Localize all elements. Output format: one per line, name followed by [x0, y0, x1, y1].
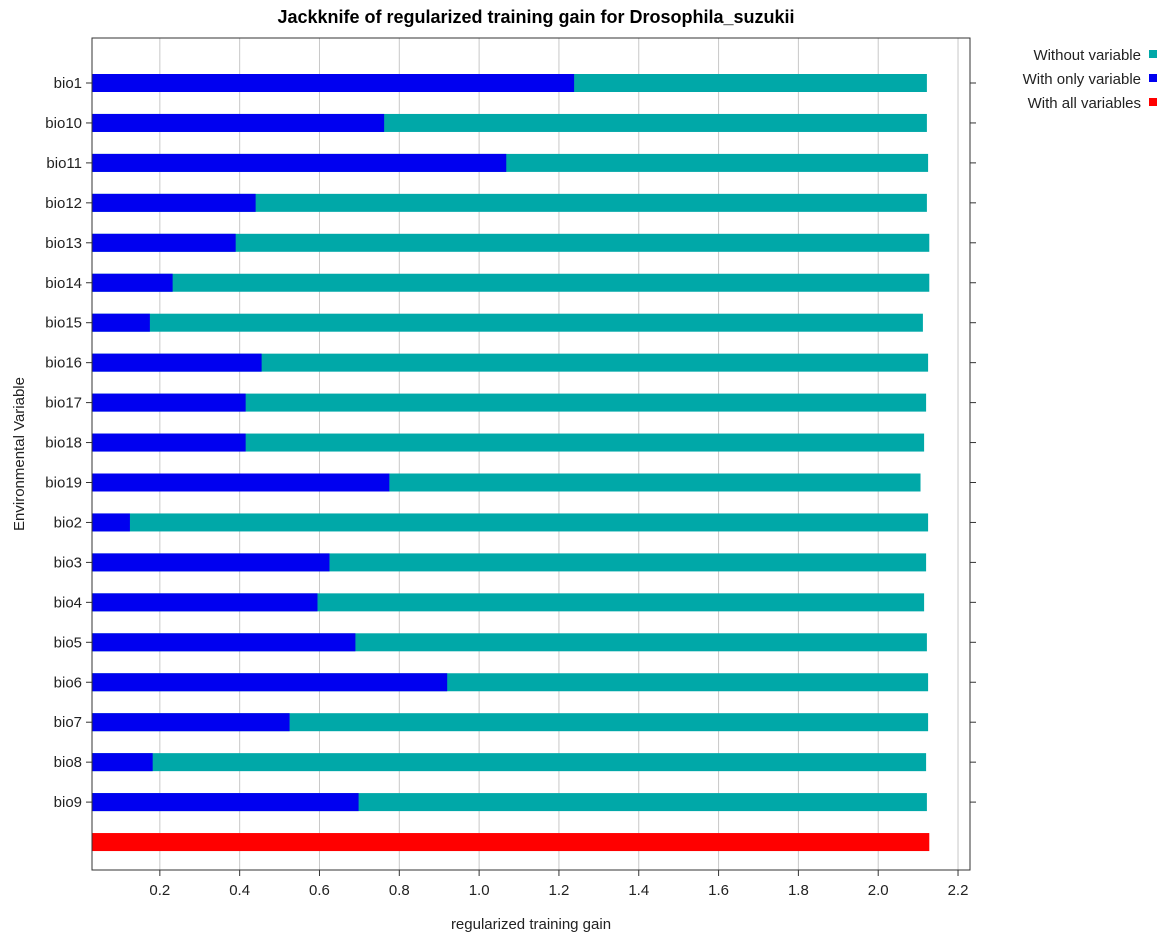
bar-with-only-bio2 [92, 513, 130, 532]
x-axis-title: regularized training gain [451, 916, 611, 933]
bar-without-bio8 [92, 753, 927, 772]
bar-with-only-bio16 [92, 353, 262, 372]
legend-swatch-0 [1149, 50, 1157, 58]
legend-swatch-2 [1149, 98, 1157, 106]
bar-with-only-bio4 [92, 593, 318, 612]
x-tick-label-9: 2.0 [868, 882, 889, 899]
y-tick-label-bio2: bio2 [54, 514, 82, 531]
x-tick-label-2: 0.6 [309, 882, 330, 899]
bar-with-only-bio10 [92, 113, 385, 132]
y-tick-label-bio5: bio5 [54, 634, 82, 651]
x-tick-label-0: 0.2 [149, 882, 170, 899]
y-tick-label-bio18: bio18 [45, 435, 82, 452]
y-tick-label-bio1: bio1 [54, 75, 82, 92]
bar-without-bio13 [92, 233, 930, 252]
y-tick-label-bio16: bio16 [45, 355, 82, 372]
y-tick-label-bio15: bio15 [45, 315, 82, 332]
y-tick-label-bio8: bio8 [54, 754, 82, 771]
x-tick-label-3: 0.8 [389, 882, 410, 899]
x-tick-label-7: 1.6 [708, 882, 729, 899]
bar-with-only-bio15 [92, 313, 150, 332]
y-axis-title: Environmental Variable [11, 377, 28, 531]
bar-with-only-bio6 [92, 673, 448, 692]
x-tick-label-1: 0.4 [229, 882, 250, 899]
legend: Without variable With only variable With a… [1023, 47, 1157, 112]
y-tick-label-bio13: bio13 [45, 235, 82, 252]
bar-with-only-bio7 [92, 713, 290, 732]
bar-without-bio17 [92, 393, 927, 412]
x-axis-ticks: 0.2 0.4 0.6 0.8 1.0 1.2 1.4 1.6 1.8 2.0 2.2 [149, 870, 968, 899]
x-tick-label-4: 1.0 [469, 882, 490, 899]
legend-label-1: With only variable [1023, 71, 1141, 88]
bar-with-only-bio13 [92, 233, 236, 252]
bar-without-bio18 [92, 433, 925, 452]
grid-lines [159, 38, 959, 870]
legend-label-0: Without variable [1033, 47, 1141, 64]
x-tick-label-6: 1.4 [628, 882, 649, 899]
bar-with-only-bio5 [92, 633, 356, 652]
y-tick-label-bio17: bio17 [45, 395, 82, 412]
y-tick-label-bio10: bio10 [45, 115, 82, 132]
bar-without-bio7 [92, 713, 929, 732]
bars [92, 74, 930, 852]
y-tick-label-bio19: bio19 [45, 475, 82, 492]
y-axis-ticks: bio1 bio10 bio11 bio12 bio13 bio14 bio15 bio16 b… [45, 75, 976, 811]
bar-with-only-bio1 [92, 74, 575, 92]
x-tick-label-8: 1.8 [788, 882, 809, 899]
legend-label-2: With all variables [1028, 95, 1141, 112]
bar-all-variables [92, 833, 930, 852]
bar-with-only-bio3 [92, 553, 330, 572]
chart-title: Jackknife of regularized training gain f… [277, 7, 794, 27]
bar-with-only-bio17 [92, 393, 246, 412]
bar-without-bio2 [92, 513, 929, 532]
bar-with-only-bio12 [92, 193, 256, 212]
bar-with-only-bio9 [92, 793, 359, 812]
bar-with-only-bio8 [92, 753, 153, 772]
legend-swatch-1 [1149, 74, 1157, 82]
bar-without-bio14 [92, 273, 930, 292]
bar-with-only-bio14 [92, 273, 173, 292]
bar-with-only-bio18 [92, 433, 246, 452]
y-tick-label-bio3: bio3 [54, 554, 82, 571]
y-tick-label-bio4: bio4 [54, 594, 82, 611]
bar-without-bio16 [92, 353, 929, 372]
bar-without-bio15 [92, 313, 923, 332]
plot-frame [91, 37, 971, 871]
y-tick-label-bio11: bio11 [46, 155, 82, 172]
x-tick-label-10: 2.2 [948, 882, 969, 899]
plot-area [92, 38, 970, 870]
y-tick-label-bio14: bio14 [45, 275, 82, 292]
bar-with-only-bio19 [92, 473, 390, 492]
y-tick-label-bio6: bio6 [54, 674, 82, 691]
y-tick-label-bio12: bio12 [45, 195, 82, 212]
x-tick-label-5: 1.2 [549, 882, 570, 899]
bar-without-bio12 [92, 193, 927, 212]
y-tick-label-bio7: bio7 [54, 714, 82, 731]
bar-with-only-bio11 [92, 153, 507, 172]
y-tick-label-bio9: bio9 [54, 794, 82, 811]
